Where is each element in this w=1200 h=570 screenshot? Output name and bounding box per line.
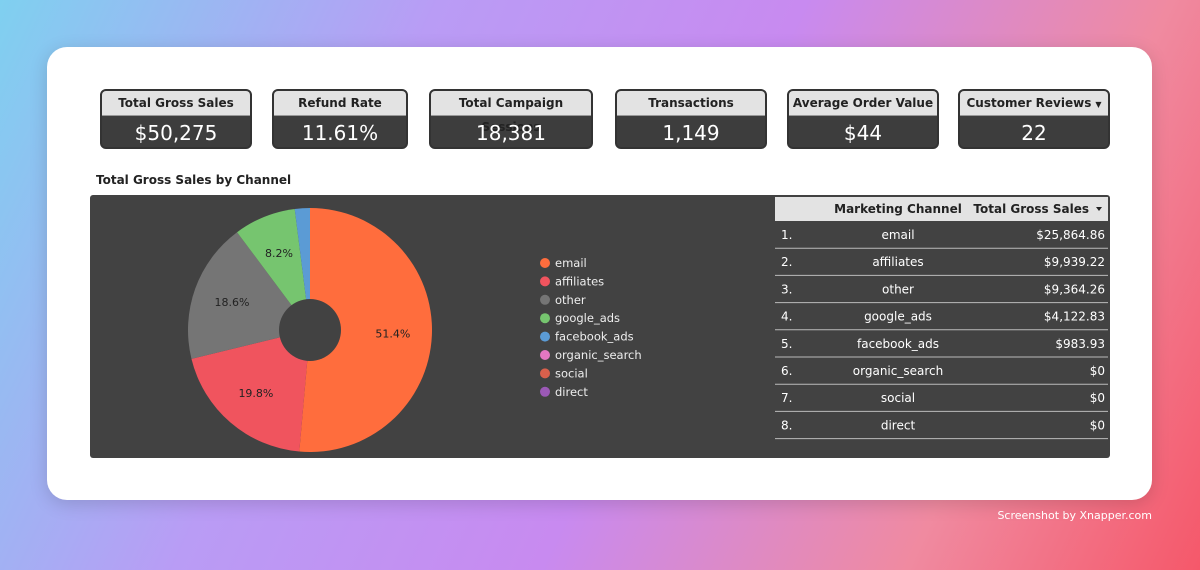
sort-icon[interactable] [1096, 207, 1102, 211]
row-index: 6. [781, 364, 792, 378]
channel-cell: other [882, 282, 914, 296]
sales-cell: $983.93 [1055, 337, 1105, 351]
slice-label: 19.8% [238, 387, 273, 400]
sales-cell: $9,939.22 [1044, 255, 1105, 269]
row-index: 4. [781, 310, 792, 324]
channel-cell: direct [881, 418, 916, 432]
kpi-label: Transactions [648, 96, 734, 110]
slice-label: 18.6% [214, 296, 249, 309]
row-index: 5. [781, 337, 792, 351]
legend-swatch [540, 258, 550, 268]
legend-label: email [555, 256, 587, 270]
channel-cell: social [881, 391, 915, 405]
kpi-value: $44 [843, 121, 883, 145]
legend-label: social [555, 366, 588, 380]
legend-label: organic_search [555, 348, 642, 362]
kpi-value: 18,381 [476, 121, 546, 145]
row-index: 7. [781, 391, 792, 405]
row-index: 1. [781, 228, 792, 242]
kpi-label-box: Average Order Value [789, 91, 937, 116]
legend-swatch [540, 350, 550, 360]
legend-swatch [540, 294, 550, 305]
slice-label: 51.4% [375, 328, 410, 341]
sales-cell: $0 [1090, 418, 1105, 432]
table-header-cell: Marketing Channel [834, 202, 962, 216]
row-index: 3. [781, 282, 792, 296]
kpi-label: Customer Reviews [966, 96, 1092, 110]
pie-slice [299, 208, 433, 453]
kpi-card: Refund Rate 11.61% [272, 89, 408, 149]
pie-slice [237, 208, 310, 330]
kpi-label: Average Order Value [792, 96, 934, 110]
legend-label: facebook_ads [555, 330, 634, 344]
channel-cell: google_ads [864, 310, 932, 324]
legend-swatch [540, 331, 550, 342]
legend-label: affiliates [555, 274, 604, 288]
kpi-card: Transactions 1,149 [615, 89, 767, 149]
channel-cell: affiliates [872, 255, 923, 269]
legend-label: direct [555, 385, 588, 399]
table-header-cell[interactable]: Total Gross Sales [973, 202, 1089, 216]
sales-cell: $0 [1090, 391, 1105, 405]
kpi-label: Total Gross Sales [118, 96, 234, 110]
kpi-label: Refund Rate [298, 96, 382, 110]
footer: Screenshot by Xnapper.com [997, 509, 1152, 522]
slice-label: 8.2% [265, 247, 293, 260]
table-header [775, 197, 1108, 221]
channel-cell: facebook_ads [857, 337, 939, 351]
channel-cell: email [881, 228, 914, 242]
kpi-card: Total Campaign Sessions 18,381 [429, 89, 593, 149]
kpi-label-box: Total Campaign Sessions [431, 91, 591, 134]
kpi-label-box: Total Gross Sales [102, 91, 250, 116]
sales-cell: $4,122.83 [1044, 310, 1105, 324]
kpi-card: Total Gross Sales $50,275 [100, 89, 252, 149]
sales-cell: $0 [1090, 364, 1105, 378]
dropdown-icon[interactable]: ▼ [1095, 100, 1102, 109]
kpi-label-box: Customer Reviews ▼ [960, 91, 1108, 116]
legend-swatch [540, 276, 550, 287]
kpi-label: Total Campaign Sessions [458, 96, 564, 134]
row-index: 2. [781, 255, 792, 269]
chart-title: Total Gross Sales by Channel [96, 173, 291, 187]
kpi-label-box: Transactions [617, 91, 765, 116]
kpi-value: 22 [1021, 121, 1047, 145]
kpi-card: Average Order Value $44 [787, 89, 939, 149]
pie-slice [191, 330, 310, 452]
sales-cell: $9,364.26 [1044, 282, 1105, 296]
kpi-value: 11.61% [301, 121, 379, 145]
kpi-card[interactable]: Customer Reviews ▼ 22 [958, 89, 1110, 149]
channel-cell: organic_search [853, 364, 943, 378]
sales-cell: $25,864.86 [1036, 228, 1105, 242]
legend-swatch [540, 386, 550, 397]
kpi-value: $50,275 [134, 121, 218, 145]
legend-swatch [540, 368, 550, 379]
kpi-value: 1,149 [662, 121, 720, 145]
legend-label: other [555, 293, 586, 307]
legend-swatch [540, 313, 550, 324]
kpi-label-box: Refund Rate [274, 91, 406, 116]
row-index: 8. [781, 418, 792, 432]
pie-hole [279, 299, 341, 361]
legend-label: google_ads [555, 311, 620, 325]
